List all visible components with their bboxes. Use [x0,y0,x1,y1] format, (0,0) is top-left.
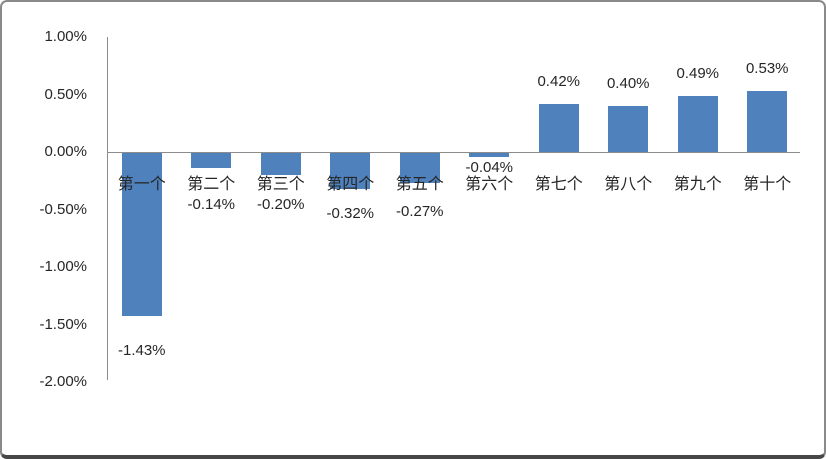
data-label: 0.53% [745,60,789,78]
data-label: -1.43% [117,342,166,359]
y-axis-tick-label: -1.00% [39,258,87,275]
category-label: 第八个 [604,176,653,193]
data-label: 0.49% [676,64,720,82]
bar [260,152,301,175]
y-axis-tick-label: 1.00% [44,28,87,45]
x-axis-line [107,152,800,153]
category-label: 第七个 [534,176,583,193]
category-label: 第十个 [743,176,792,193]
bar [747,91,788,152]
bar [469,152,510,157]
bar [677,95,718,152]
bar [330,152,371,189]
bar [121,152,162,317]
bar [399,152,440,184]
data-label: 0.40% [606,75,650,92]
y-axis-tick-label: -1.50% [39,315,87,333]
y-axis-line [107,37,108,380]
bar [538,103,579,152]
data-label: -0.32% [326,205,375,222]
category-label: 第五个 [395,176,444,193]
y-axis-tick-label: 0.50% [44,85,87,103]
bar [191,152,232,169]
data-label: -0.14% [187,196,236,213]
data-label: -0.04% [465,159,514,176]
bar [608,106,649,152]
y-axis-tick-label: 0.00% [44,143,87,160]
y-axis-tick-label: -2.00% [39,373,87,390]
category-label: 第一个 [117,176,166,193]
y-axis-tick-label: -0.50% [39,200,87,218]
category-label: 第九个 [673,176,722,193]
category-label: 第六个 [465,176,514,193]
category-label: 第三个 [256,176,305,193]
data-label: 0.42% [537,72,581,90]
category-label: 第四个 [326,176,375,193]
category-label: 第二个 [187,176,236,193]
data-label: -0.20% [256,196,305,213]
data-label: -0.27% [395,203,444,220]
